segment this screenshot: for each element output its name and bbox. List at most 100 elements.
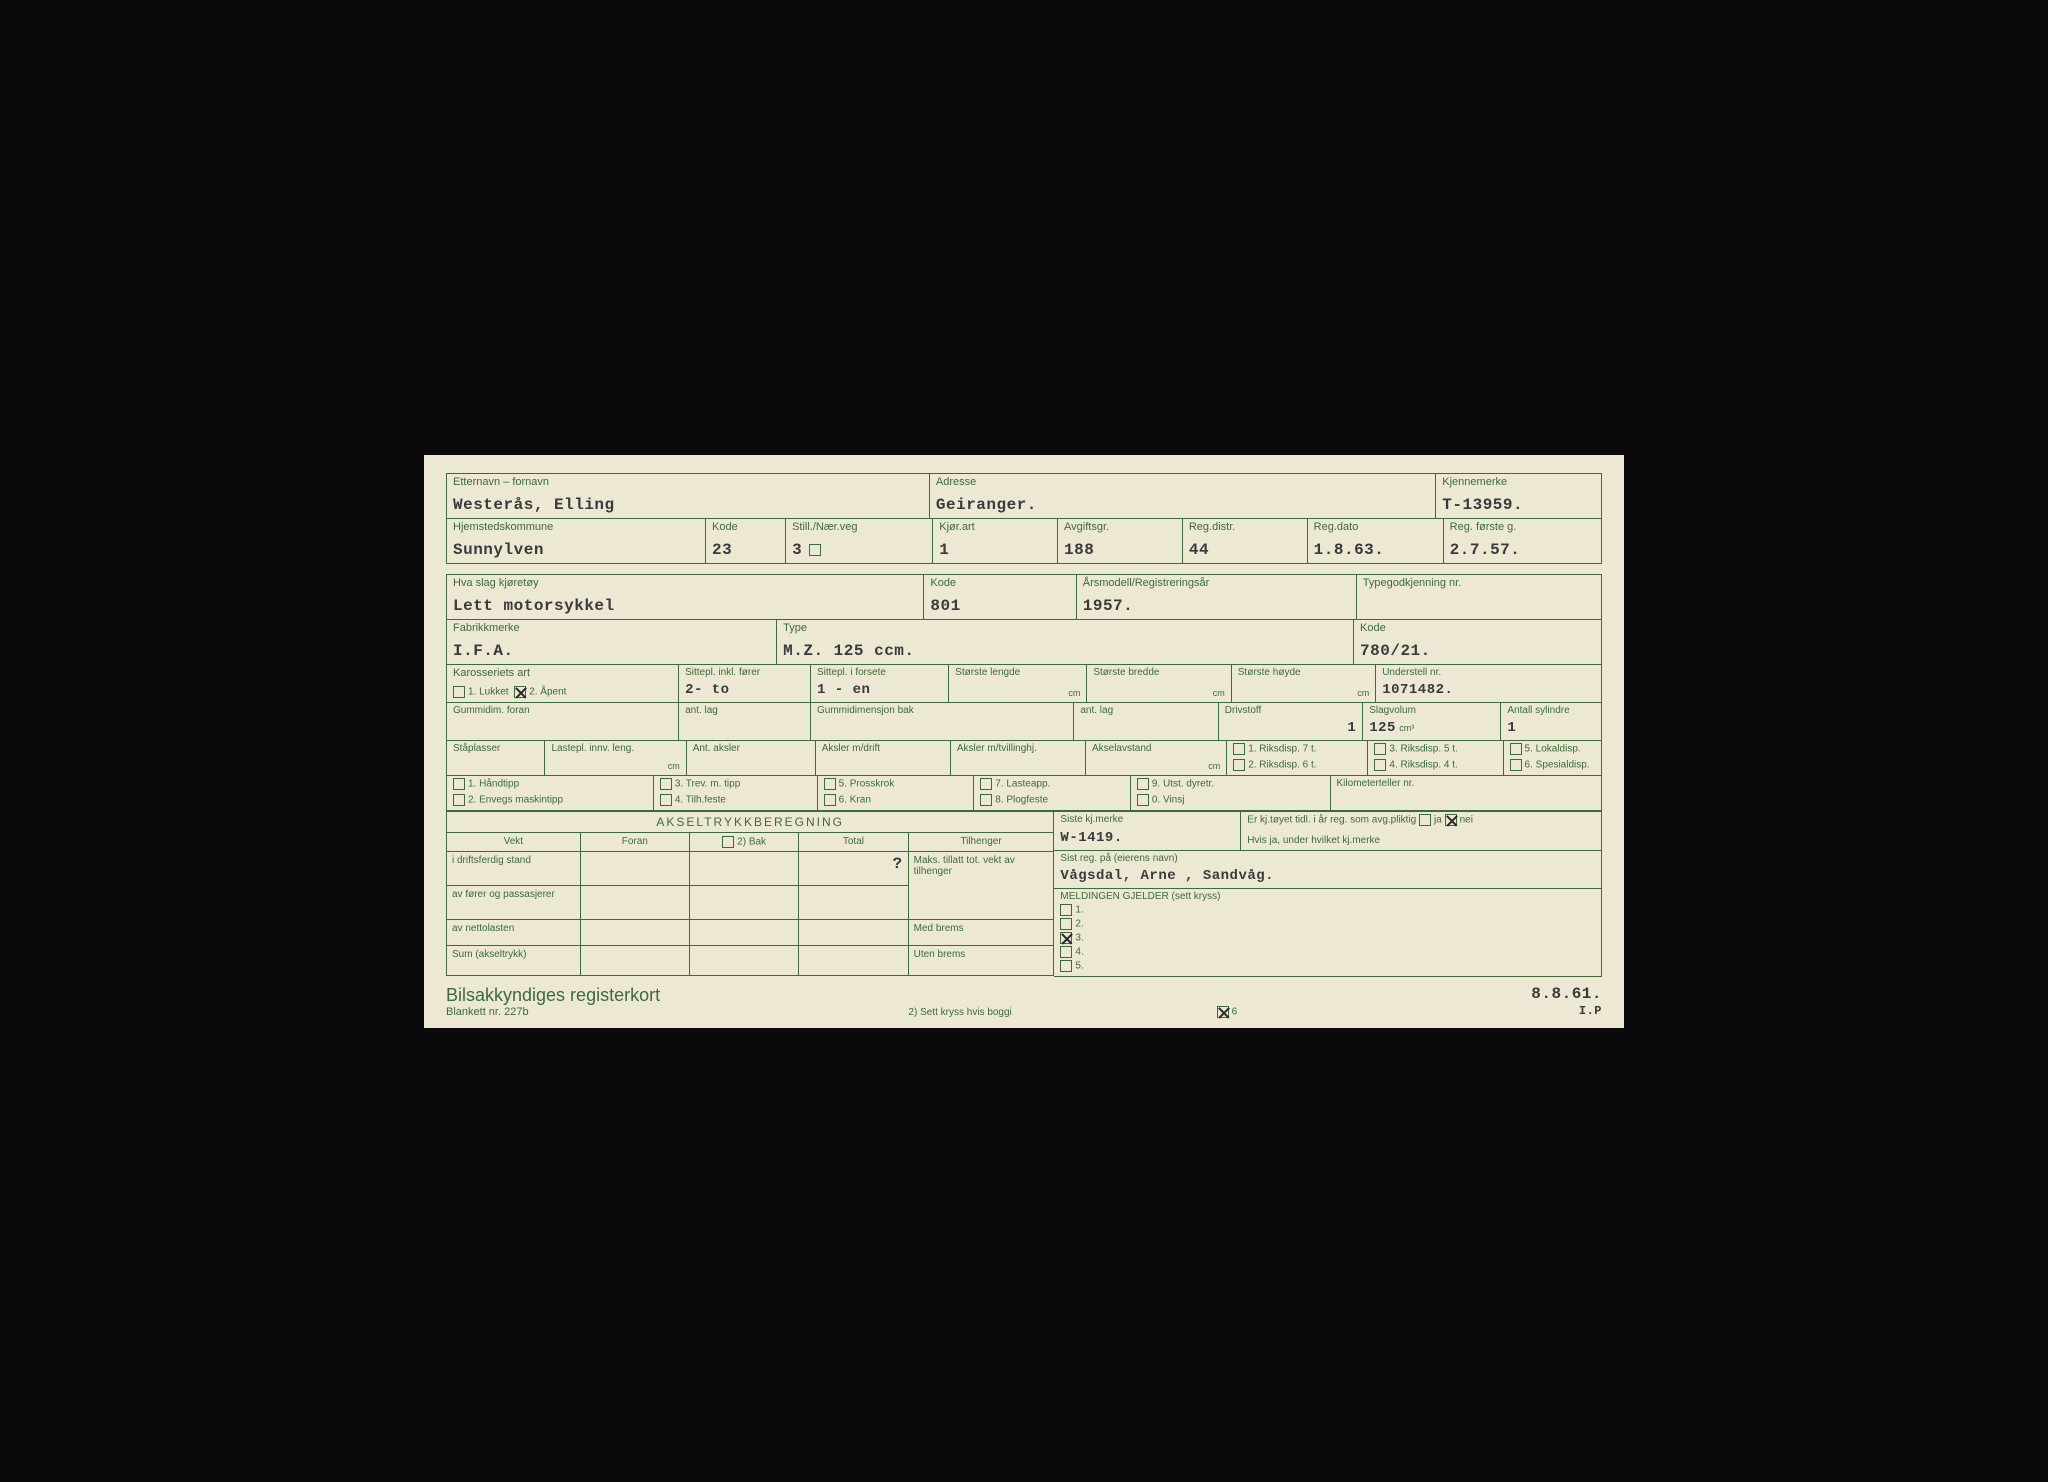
lbl-storste-bredde: Største bredde <box>1093 667 1224 678</box>
val-kode3: 780/21. <box>1360 638 1595 660</box>
footer: Bilsakkyndiges registerkort Blankett nr.… <box>446 979 1602 1018</box>
val-drivstoff: 1 <box>1225 716 1356 736</box>
lbl-trev: 3. Trev. m. tipp <box>675 778 740 789</box>
lbl-antlag-2: ant. lag <box>1080 705 1211 716</box>
lbl-karosseri: Karosseriets art <box>453 667 672 679</box>
lbl-slagvolum: Slagvolum <box>1369 705 1494 716</box>
chk-spesial <box>1510 759 1522 771</box>
lbl-meldingen: MELDINGEN GJELDER (sett kryss) <box>1060 891 1595 902</box>
lbl-er-kj: Er kj.tøyet tidl. i år reg. som avg.plik… <box>1247 814 1416 825</box>
footer-note: 2) Sett kryss hvis boggi <box>908 1007 1216 1018</box>
lbl-sittepl-inkl: Sittepl. inkl. fører <box>685 667 804 678</box>
chk-riks7 <box>1233 743 1245 755</box>
val-slagvolum: 125 <box>1369 720 1396 736</box>
footer-title: Bilsakkyndiges registerkort <box>446 985 908 1006</box>
chk-nei <box>1445 814 1457 826</box>
chk-still <box>809 544 821 556</box>
chk-handtipp <box>453 778 465 790</box>
lbl-staplasser: Ståplasser <box>453 743 538 754</box>
unit-cm-5: cm <box>1092 761 1220 771</box>
val-navn: Westerås, Elling <box>453 492 923 514</box>
unit-cm-1: cm <box>955 688 1080 698</box>
val-kode1: 23 <box>712 537 779 559</box>
unit-cm3: cm³ <box>1399 723 1414 733</box>
val-type: M.Z. 125 ccm. <box>783 638 1347 660</box>
chk-lokal <box>1510 743 1522 755</box>
chk-tilhfeste <box>660 794 672 806</box>
val-adresse: Geiranger. <box>936 492 1429 514</box>
th-vekt: Vekt <box>447 832 581 851</box>
right-block: Siste kj.merke W-1419. Er kj.tøyet tidl.… <box>1054 811 1602 977</box>
td-forer: av fører og passasjerer <box>447 885 581 919</box>
lbl-vinsj: 0. Vinsj <box>1152 794 1185 805</box>
val-understell: 1071482. <box>1382 678 1595 698</box>
lbl-lukket: 1. Lukket <box>468 686 509 697</box>
td-maks-tillatt: Maks. tillatt tot. vekt av tilhenger <box>908 851 1054 919</box>
akseltrykk-block: AKSELTRYKKBEREGNING Vekt Foran 2) Bak To… <box>446 811 1054 977</box>
th-tilhenger: Tilhenger <box>908 832 1054 851</box>
row-utstyr: 1. Håndtipp 2. Envegs maskintipp 3. Trev… <box>446 776 1602 811</box>
chk-lukket <box>453 686 465 698</box>
lbl-etternavn: Etternavn – fornavn <box>453 476 923 488</box>
lbl-akseltrykk: AKSELTRYKKBEREGNING <box>446 811 1054 832</box>
lbl-kran: 6. Kran <box>839 794 871 805</box>
val-regdistr: 44 <box>1189 537 1301 559</box>
chk-kran <box>824 794 836 806</box>
val-sittepl-forsete: 1 - en <box>817 678 942 698</box>
chk-trev <box>660 778 672 790</box>
chk-riks6 <box>1233 759 1245 771</box>
lbl-antall-syl: Antall sylindre <box>1507 705 1595 716</box>
lbl-lasteapp: 7. Lasteapp. <box>995 778 1050 789</box>
val-antall-syl: 1 <box>1507 716 1595 736</box>
chk-bak <box>722 836 734 848</box>
val-regdato: 1.8.63. <box>1314 537 1437 559</box>
th-foran: Foran <box>580 832 689 851</box>
lbl-tilhfeste: 4. Tilh.feste <box>675 794 726 805</box>
lbl-hvaslag: Hva slag kjøretøy <box>453 577 917 589</box>
chk-prosskrok <box>824 778 836 790</box>
chk-m4 <box>1060 946 1072 958</box>
lbl-still: Still./Nær.veg <box>792 521 926 533</box>
chk-plogfeste <box>980 794 992 806</box>
lbl-adresse: Adresse <box>936 476 1429 488</box>
lbl-storste-lengde: Største lengde <box>955 667 1080 678</box>
unit-cm-2: cm <box>1093 688 1224 698</box>
lbl-utst: 9. Utst. dyretr. <box>1152 778 1214 789</box>
td-sum: Sum (akseltrykk) <box>447 945 581 975</box>
akseltrykk-table: Vekt Foran 2) Bak Total Tilhenger i drif… <box>446 832 1054 976</box>
lbl-handtipp: 1. Håndtipp <box>468 778 519 789</box>
lbl-prosskrok: 5. Prosskrok <box>839 778 895 789</box>
row-aksler: Ståplasser Lastepl. innv. leng.cm Ant. a… <box>446 741 1602 776</box>
lbl-hvis-ja: Hvis ja, under hvilket kj.merke <box>1247 835 1595 846</box>
lbl-arsmodell: Årsmodell/Registreringsår <box>1083 577 1350 589</box>
chk-envegs <box>453 794 465 806</box>
lbl-typegodk: Typegodkjenning nr. <box>1363 577 1595 589</box>
lbl-aksler-tvilling: Aksler m/tvillinghj. <box>957 743 1079 754</box>
lbl-akselavstand: Akselavstand <box>1092 743 1220 754</box>
lbl-ja: ja <box>1434 814 1442 825</box>
val-kode2: 801 <box>930 593 1069 615</box>
lbl-envegs: 2. Envegs maskintipp <box>468 794 563 805</box>
val-dato: 8.8.61. <box>1531 985 1602 1003</box>
lbl-antlag-1: ant. lag <box>685 705 804 716</box>
lbl-ant-aksler: Ant. aksler <box>693 743 809 754</box>
val-regforste: 2.7.57. <box>1450 537 1595 559</box>
chk-riks4 <box>1374 759 1386 771</box>
register-card: Etternavn – fornavn Westerås, Elling Adr… <box>424 455 1624 1028</box>
lbl-aksler-drift: Aksler m/drift <box>822 743 944 754</box>
chk-apent <box>514 686 526 698</box>
lbl-sittepl-forsete: Sittepl. i forsete <box>817 667 942 678</box>
val-hjemsted: Sunnylven <box>453 537 699 559</box>
val-sittepl-inkl: 2- to <box>685 678 804 698</box>
val-sist-reg: Vågsdal, Arne , Sandvåg. <box>1060 864 1595 884</box>
lbl-understell: Understell nr. <box>1382 667 1595 678</box>
row-identity: Etternavn – fornavn Westerås, Elling Adr… <box>446 473 1602 519</box>
lbl-gummi-foran: Gummidim. foran <box>453 705 672 716</box>
chk-lasteapp <box>980 778 992 790</box>
lbl-avgiftsgr: Avgiftsgr. <box>1064 521 1176 533</box>
row-karosseri: Karosseriets art 1. Lukket 2. Åpent Sitt… <box>446 665 1602 703</box>
lbl-kode2: Kode <box>930 577 1069 589</box>
td-nettolast: av nettolasten <box>447 919 581 945</box>
lbl-riks6: 2. Riksdisp. 6 t. <box>1248 759 1316 770</box>
lbl-kode1: Kode <box>712 521 779 533</box>
